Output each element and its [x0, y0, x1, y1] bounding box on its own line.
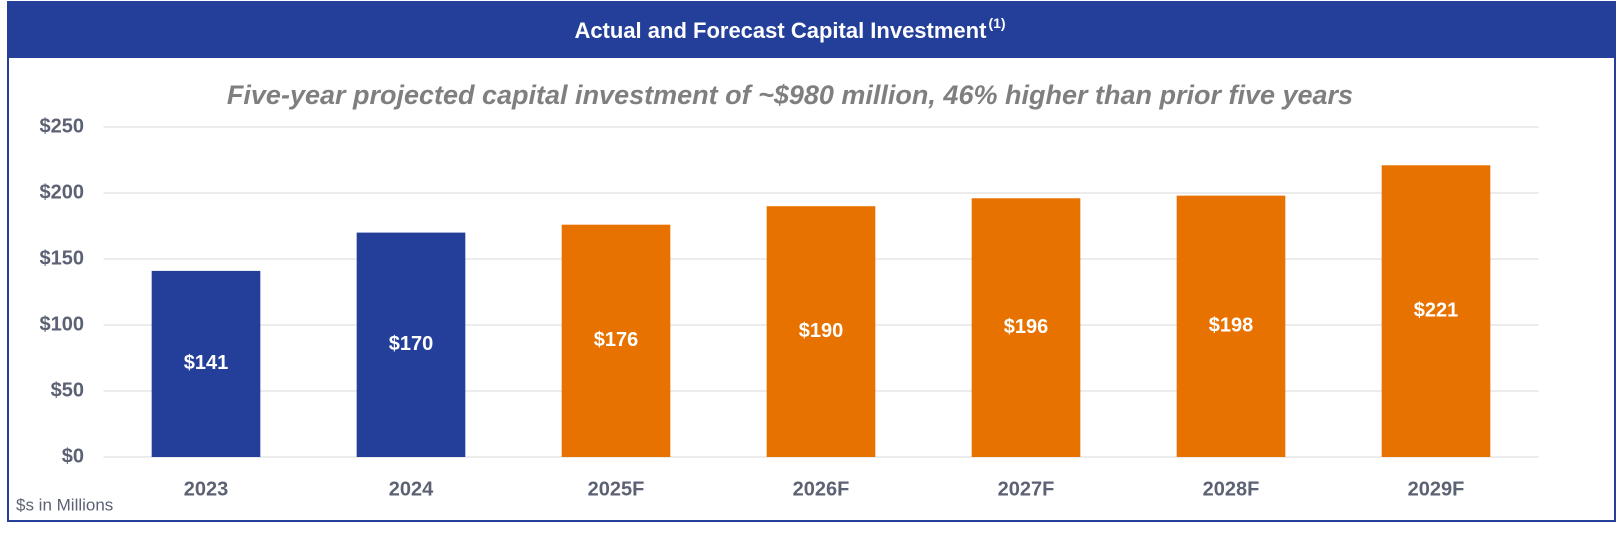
bar [1381, 165, 1491, 457]
x-tick-label: 2027F [998, 478, 1055, 500]
x-tick-label: 2026F [793, 478, 850, 500]
y-tick-label: $150 [40, 247, 85, 269]
data-label: $141 [184, 352, 229, 374]
data-label: $190 [799, 320, 844, 342]
data-label: $221 [1414, 299, 1459, 321]
data-label: $170 [389, 333, 434, 355]
x-tick-label: 2025F [588, 478, 645, 500]
data-label: $176 [594, 329, 639, 351]
y-tick-label: $50 [51, 379, 84, 401]
title-note: (1) [988, 15, 1005, 31]
title-text: Actual and Forecast Capital Investment [574, 18, 987, 43]
chart-title: Actual and Forecast Capital Investment (1… [574, 15, 1005, 43]
y-tick-label: $250 [40, 115, 85, 137]
footnote: $s in Millions [16, 495, 113, 514]
x-tick-label: 2028F [1203, 478, 1260, 500]
data-label: $198 [1209, 315, 1254, 337]
bar [151, 270, 261, 457]
bar [971, 198, 1081, 457]
x-tick-label: 2029F [1408, 478, 1465, 500]
y-tick-label: $200 [40, 181, 85, 203]
bar [356, 232, 466, 457]
y-tick-label: $100 [40, 313, 85, 335]
bar [1176, 195, 1286, 457]
subtitle: Five-year projected capital investment o… [227, 80, 1353, 110]
bar [561, 224, 671, 457]
x-tick-label: 2023 [184, 478, 229, 500]
y-tick-label: $0 [62, 445, 84, 467]
bar [766, 206, 876, 457]
data-label: $196 [1004, 316, 1049, 338]
header-bar [8, 2, 1615, 58]
x-tick-label: 2024 [389, 478, 434, 500]
